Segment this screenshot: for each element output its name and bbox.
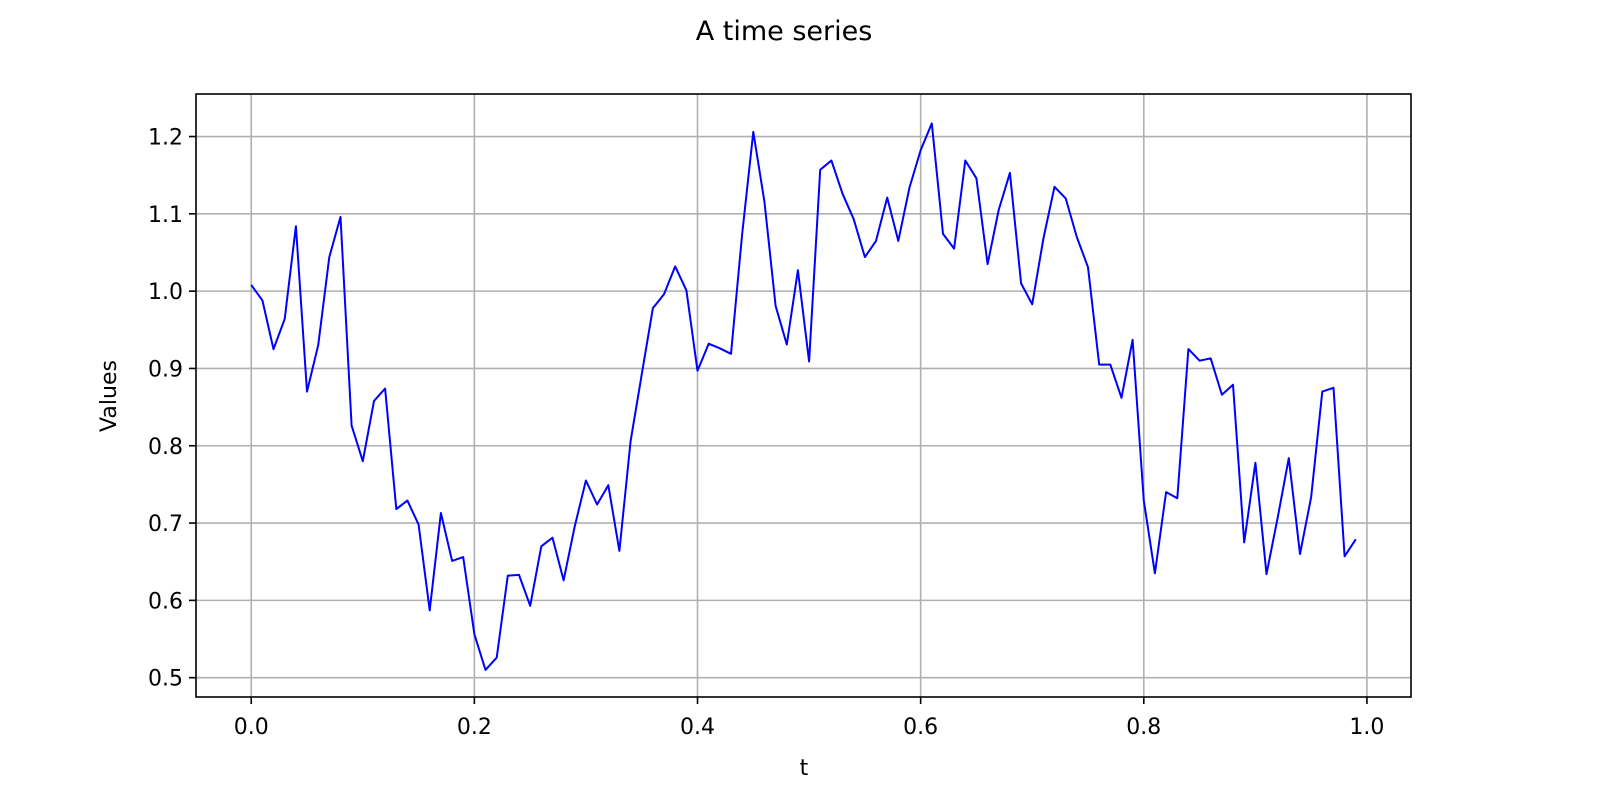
y-tick-label: 0.8 xyxy=(148,435,183,460)
x-axis-label: t xyxy=(800,756,809,781)
y-tick-label: 0.9 xyxy=(148,357,183,382)
y-axis-label: Values xyxy=(97,360,122,432)
y-tick-label: 0.7 xyxy=(148,512,183,537)
grid-lines xyxy=(196,94,1411,697)
plot-frame xyxy=(195,93,1412,698)
y-tick-label: 0.5 xyxy=(148,667,183,692)
x-tick-label: 0.6 xyxy=(903,715,938,740)
y-tick-label: 0.6 xyxy=(148,589,183,614)
x-tick-label: 0.8 xyxy=(1126,715,1161,740)
chart-title: A time series xyxy=(696,16,873,47)
y-axis: 0.5 0.6 0.7 0.8 0.9 1.0 1.1 1.2 xyxy=(148,126,196,692)
x-tick-label: 0.0 xyxy=(234,715,269,740)
series-line xyxy=(250,122,1357,671)
x-tick-label: 0.2 xyxy=(457,715,492,740)
y-tick-label: 1.2 xyxy=(148,126,183,151)
series-layer xyxy=(250,122,1357,671)
y-tick-label: 1.0 xyxy=(148,280,183,305)
x-tick-label: 1.0 xyxy=(1349,715,1384,740)
y-tick-label: 1.1 xyxy=(148,203,183,228)
x-tick-label: 0.4 xyxy=(680,715,715,740)
x-axis: 0.0 0.2 0.4 0.6 0.8 1.0 xyxy=(234,697,1384,740)
